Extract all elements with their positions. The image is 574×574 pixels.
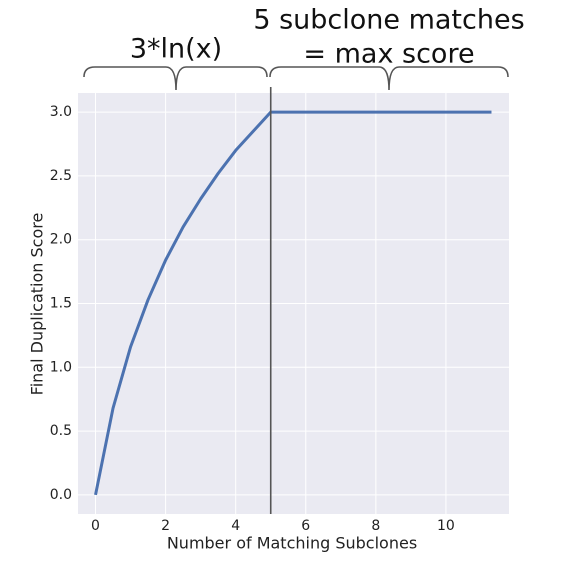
annotation: 3*ln(x) (130, 34, 222, 65)
x-tick-label: 4 (231, 518, 240, 534)
x-tick-label: 8 (371, 518, 380, 534)
brace (269, 66, 509, 91)
y-tick-label: 0.5 (50, 423, 72, 439)
x-tick-label: 2 (161, 518, 170, 534)
annotation: = max score (303, 39, 474, 70)
y-tick-label: 0.0 (50, 487, 72, 503)
x-tick-label: 10 (437, 518, 455, 534)
y-tick-label: 2.0 (50, 232, 72, 248)
y-tick-label: 3.0 (50, 104, 72, 120)
brace (83, 66, 268, 91)
x-axis-label: Number of Matching Subclones (167, 534, 417, 553)
line (94, 110, 492, 496)
annotation: 5 subclone matches (253, 5, 524, 36)
x-tick-label: 0 (91, 518, 100, 534)
y-axis-label: Final Duplication Score (28, 213, 47, 396)
x-tick-label: 6 (301, 518, 310, 534)
y-tick-label: 1.0 (50, 359, 72, 375)
y-tick-label: 1.5 (50, 296, 72, 312)
y-tick-label: 2.5 (50, 168, 72, 184)
